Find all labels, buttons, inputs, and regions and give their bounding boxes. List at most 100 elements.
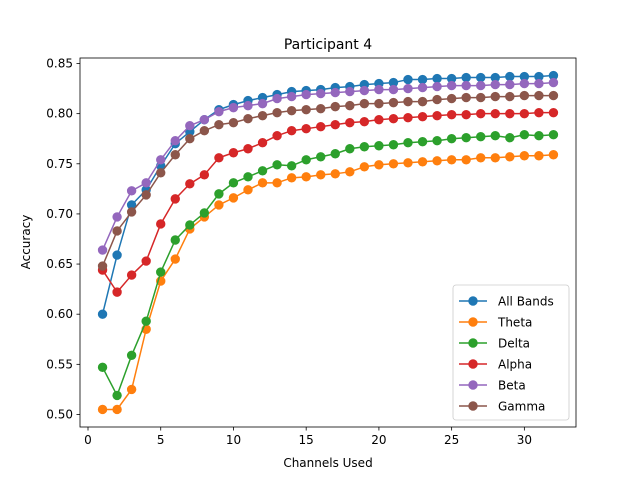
- data-point: [257, 110, 268, 121]
- x-tick-label: 0: [84, 433, 92, 447]
- data-point: [548, 107, 559, 118]
- data-point: [548, 150, 559, 160]
- data-point: [519, 78, 530, 89]
- data-point: [199, 126, 210, 136]
- y-axis-title: Accuracy: [19, 215, 33, 270]
- data-point: [272, 178, 282, 188]
- data-point: [170, 254, 180, 264]
- data-point: [403, 158, 413, 168]
- data-point: [505, 71, 515, 82]
- data-point: [257, 166, 268, 176]
- legend: All Bands Theta Delta Alpha Beta Gamma: [452, 284, 570, 421]
- data-point: [126, 350, 137, 361]
- legend-marker: [468, 317, 478, 327]
- data-point: [214, 200, 224, 210]
- data-point: [257, 178, 268, 188]
- data-point: [432, 136, 442, 146]
- y-tick-label: 0.60: [46, 307, 73, 321]
- x-tick-label: 15: [299, 433, 314, 447]
- data-point: [446, 155, 457, 165]
- data-point: [214, 106, 224, 117]
- data-point: [141, 190, 151, 200]
- data-point: [476, 132, 486, 142]
- data-point: [490, 79, 500, 90]
- data-point: [330, 101, 340, 112]
- data-point: [301, 172, 311, 182]
- data-point: [345, 86, 355, 97]
- data-point: [417, 96, 428, 107]
- data-point: [170, 235, 180, 245]
- data-point: [505, 79, 515, 90]
- legend-marker: [468, 338, 478, 348]
- data-point: [476, 108, 486, 119]
- data-point: [432, 94, 442, 105]
- data-point: [359, 85, 370, 96]
- data-point: [548, 130, 559, 140]
- data-point: [156, 267, 166, 277]
- y-tick-label: 0.55: [46, 357, 73, 371]
- y-tick-label: 0.65: [46, 257, 73, 271]
- data-point: [301, 123, 311, 134]
- data-point: [286, 105, 297, 116]
- data-point: [505, 133, 515, 143]
- data-point: [330, 169, 340, 179]
- x-tick-label: 20: [371, 433, 386, 447]
- data-point: [519, 108, 530, 119]
- series-2: [97, 130, 559, 401]
- data-point: [476, 80, 486, 91]
- data-point: [185, 179, 195, 189]
- data-point: [214, 153, 224, 163]
- data-point: [534, 107, 544, 118]
- data-point: [476, 72, 486, 83]
- x-tick-label: 30: [517, 433, 532, 447]
- data-point: [199, 208, 210, 218]
- data-point: [432, 110, 442, 121]
- data-point: [243, 185, 253, 195]
- data-point: [228, 193, 239, 203]
- series-3: [97, 107, 559, 297]
- data-point: [112, 250, 122, 260]
- data-point: [490, 153, 500, 163]
- data-point: [403, 96, 413, 107]
- data-point: [461, 109, 471, 120]
- data-point: [519, 90, 530, 101]
- data-point: [228, 102, 239, 113]
- data-point: [403, 112, 413, 123]
- data-point: [461, 155, 471, 165]
- data-point: [97, 245, 108, 255]
- data-point: [519, 151, 530, 161]
- data-point: [316, 170, 326, 180]
- data-point: [534, 151, 544, 161]
- data-point: [243, 113, 253, 124]
- legend-marker: [468, 380, 478, 390]
- data-point: [199, 170, 210, 180]
- data-point: [534, 78, 544, 89]
- data-point: [403, 138, 413, 148]
- data-point: [228, 117, 239, 128]
- data-point: [388, 84, 399, 95]
- y-tick-label: 0.85: [46, 57, 73, 71]
- data-point: [330, 87, 340, 98]
- data-point: [534, 131, 544, 141]
- data-point: [243, 144, 253, 154]
- data-point: [185, 220, 195, 230]
- plot-area: 0 5 10 15 20 25 30 0.50 0.55 0.60 0.65 0.70 0.75 0.80…: [46, 57, 577, 447]
- data-point: [97, 261, 108, 271]
- data-point: [112, 226, 122, 236]
- data-point: [417, 157, 428, 167]
- data-point: [316, 103, 326, 114]
- data-point: [126, 270, 137, 280]
- data-point: [417, 74, 428, 85]
- data-point: [243, 100, 253, 111]
- data-point: [286, 161, 297, 171]
- data-point: [301, 89, 311, 100]
- data-point: [185, 134, 195, 144]
- data-point: [126, 186, 137, 196]
- data-point: [272, 131, 282, 141]
- data-point: [170, 136, 180, 146]
- legend-label: Beta: [498, 379, 526, 393]
- data-point: [301, 104, 311, 115]
- data-point: [156, 168, 166, 178]
- data-point: [228, 148, 239, 158]
